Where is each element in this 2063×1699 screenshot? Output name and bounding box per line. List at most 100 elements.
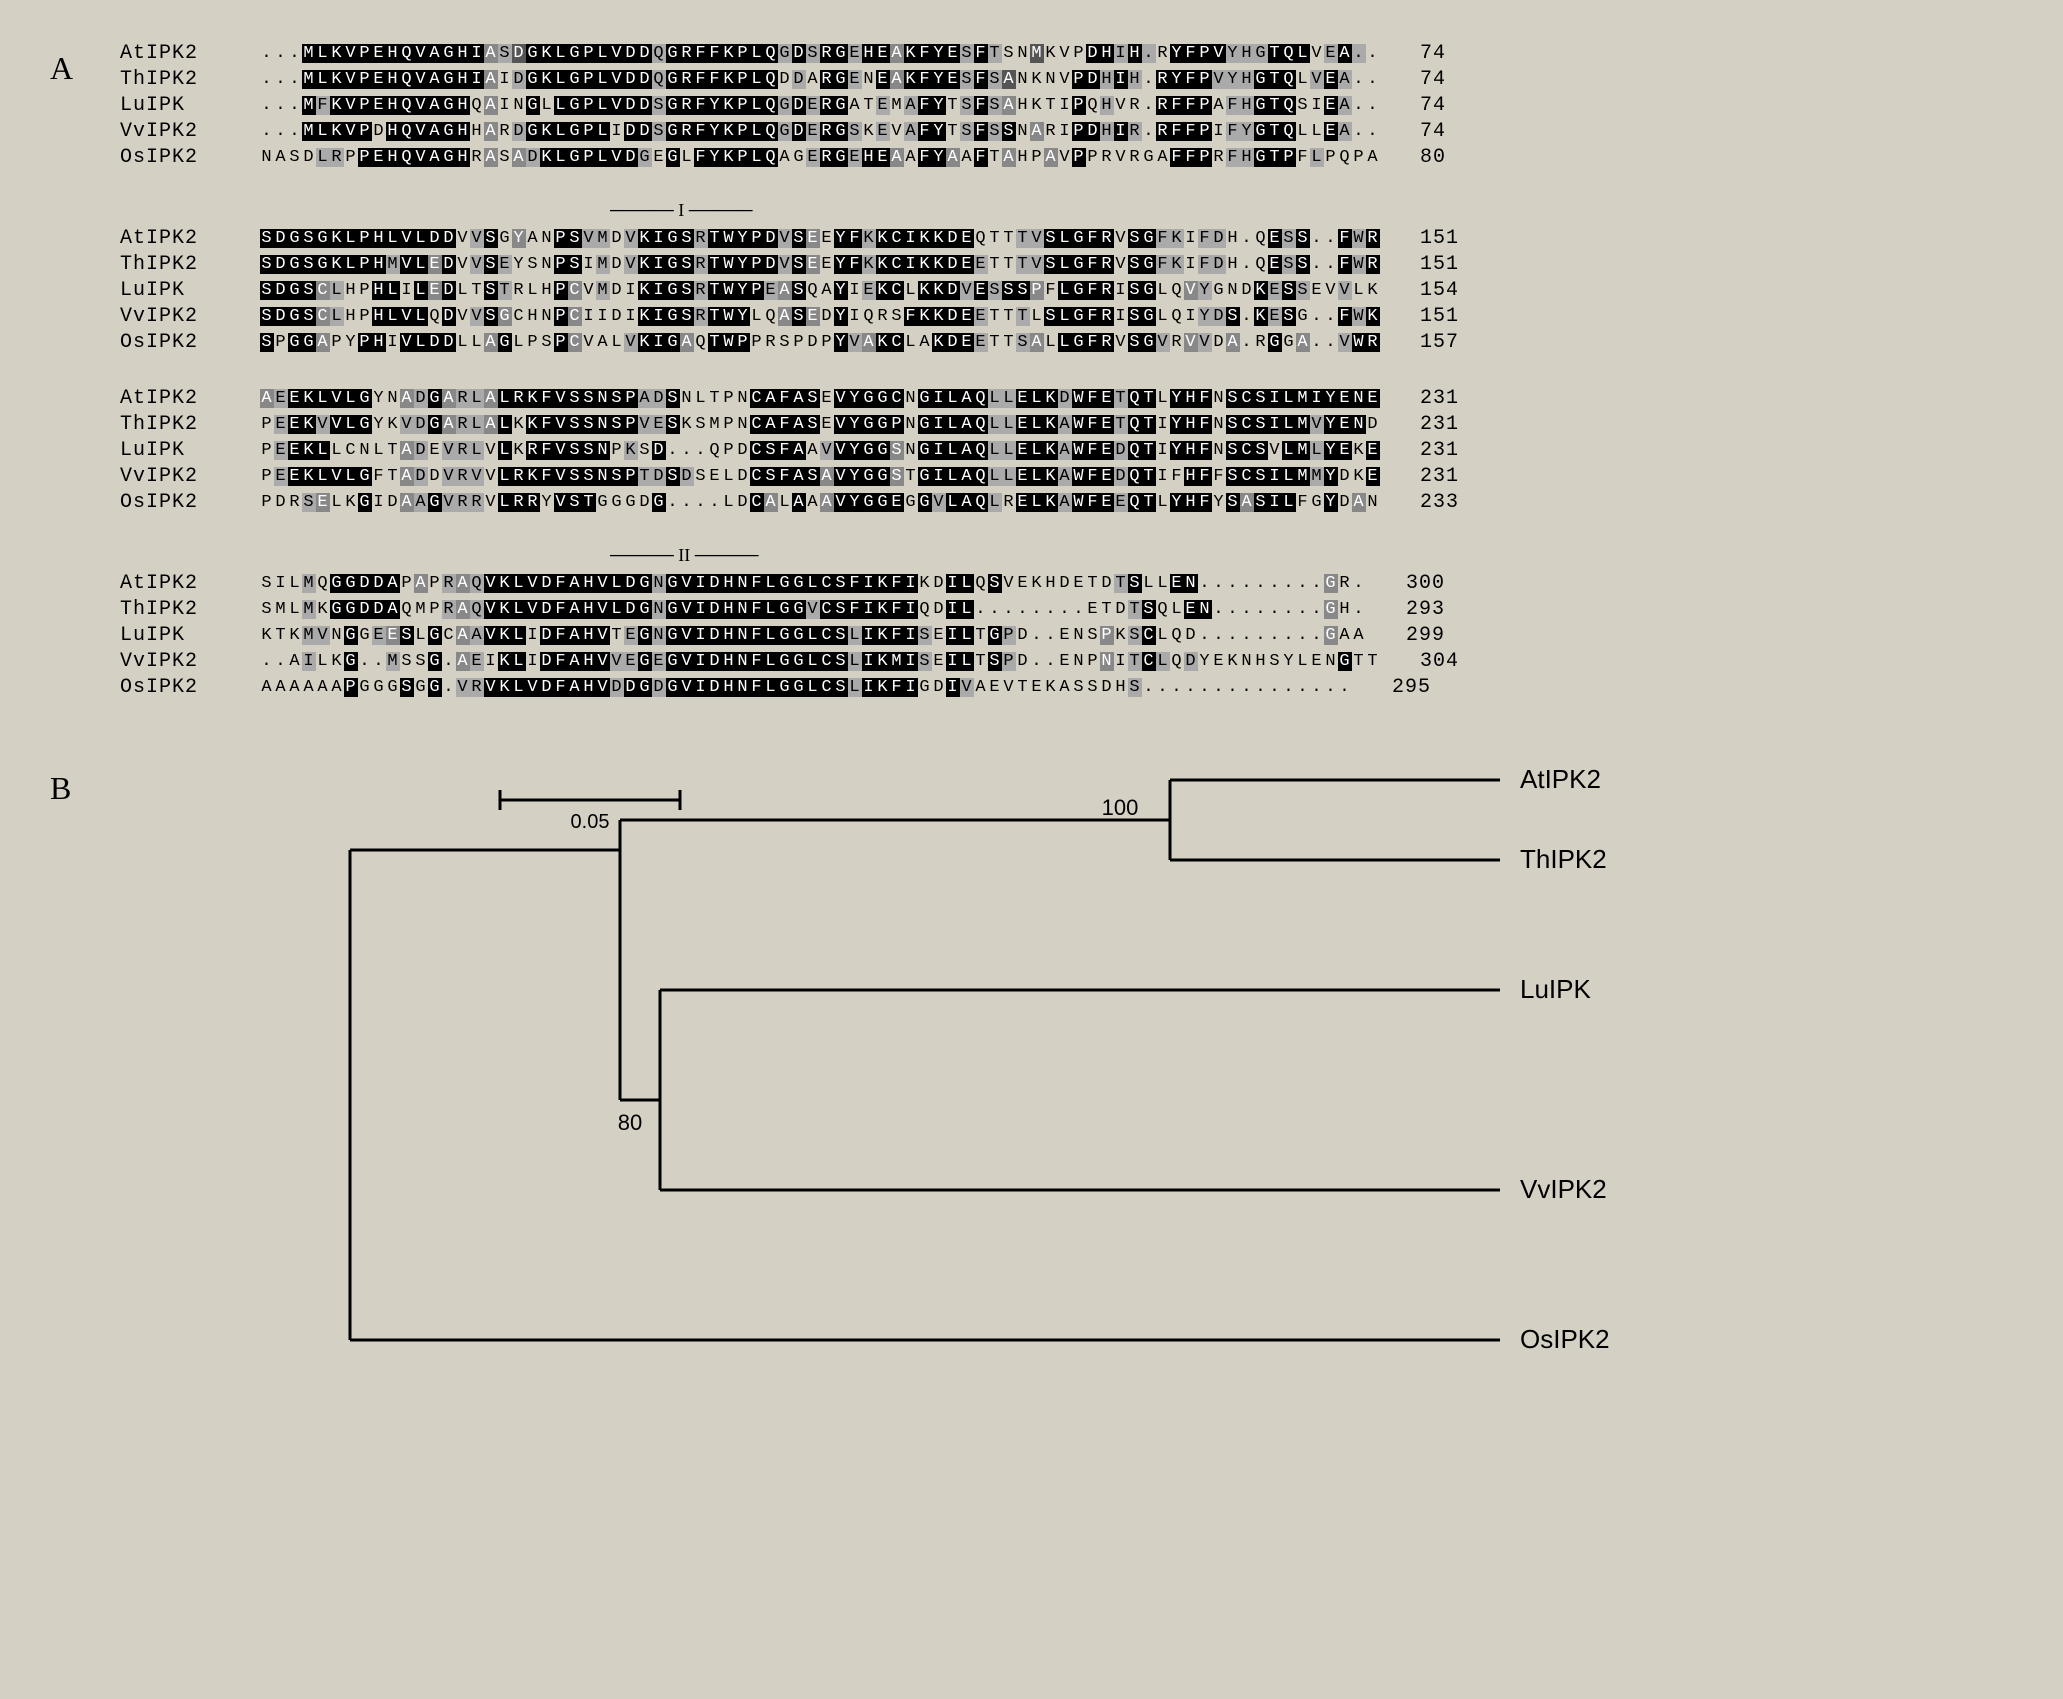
sequence-residues: PEEKVVLGYKVDGARLALKKFVSSNSPVESKSMPNCAFAS… [260,415,1380,434]
sequence-residues: SILMQGGDDAPAPRAQVKLVDFAHVLDGNGVIDHNFLGGL… [260,574,1366,593]
sequence-name: AtIPK2 [120,227,260,250]
alignment-block: AtIPK2AEEKLVLGYNADGARLALRKFVSSNSPADSNLTP… [120,385,2023,515]
sequence-name: AtIPK2 [120,42,260,65]
sequence-position: 157 [1420,331,1480,354]
sequence-position: 304 [1420,650,1480,673]
sequence-residues: AEEKLVLGYNADGARLALRKFVSSNSPADSNLTPNCAFAS… [260,389,1380,408]
sequence-position: 233 [1420,491,1480,514]
sequence-row: AtIPK2...MLKVPEHQVAGHIASDGKLGPLVDDQGRFFK… [120,40,2023,66]
sequence-name: VvIPK2 [120,465,260,488]
sequence-position: 80 [1420,146,1480,169]
sequence-name: VvIPK2 [120,650,260,673]
sequence-residues: SMLMKGGDDAQMPRAQVKLVDFAHVLDGNGVIDHNFLGGV… [260,600,1366,619]
sequence-name: VvIPK2 [120,305,260,328]
sequence-row: ThIPK2SMLMKGGDDAQMPRAQVKLVDFAHVLDGNGVIDH… [120,596,2023,622]
sequence-row: OsIPK2PDRSELKGIDAAGVRRVLRRYVSTGGGDG....L… [120,489,2023,515]
panel-b: B 0.05AtIPK2ThIPK2LuIPKVvIPK2OsIPK210080 [120,760,2023,1400]
sequence-residues: SDGSCLHPHLILEDLTSTRLHPCVMDIKIGSRTWYPEASQ… [260,281,1380,300]
domain-marker: ───── II ───── [610,545,2023,566]
tree-text: ThIPK2 [1520,844,1607,874]
sequence-residues: NASDLRPPEHQVAGHRASADKLGPLVDGEGLFYKPLQAGE… [260,148,1380,167]
sequence-residues: ...MLKVPEHQVAGHIASDGKLGPLVDDQGRFFKPLQGDS… [260,44,1380,63]
sequence-position: 231 [1420,387,1480,410]
sequence-position: 293 [1406,598,1466,621]
sequence-row: VvIPK2PEEKLVLGFTADDVRVVLRKFVSSNSPTDSDSEL… [120,463,2023,489]
sequence-name: ThIPK2 [120,598,260,621]
sequence-position: 295 [1392,676,1452,699]
sequence-position: 231 [1420,439,1480,462]
tree-text: 0.05 [571,811,610,833]
sequence-name: OsIPK2 [120,676,260,699]
sequence-row: ThIPK2PEEKVVLGYKVDGARLALKKFVSSNSPVESKSMP… [120,411,2023,437]
alignment-block: AtIPK2SDGSGKLPHLVLDDVVSGYANPSVMDVKIGSRTW… [120,225,2023,355]
panel-a: A AtIPK2...MLKVPEHQVAGHIASDGKLGPLVDDQGRF… [120,40,2023,700]
sequence-name: LuIPK [120,279,260,302]
sequence-position: 74 [1420,42,1480,65]
tree-text: 80 [618,1110,642,1135]
domain-marker: ───── I ───── [610,200,2023,221]
sequence-residues: SPGGAPYPHIVLDDLLAGLPSPCVALVKIGAQTWPPRSPD… [260,333,1380,352]
sequence-residues: PEEKLLCNLTADEVRLVLKRFVSSNPKSD...QPDCSFAA… [260,441,1380,460]
sequence-name: LuIPK [120,624,260,647]
sequence-residues: SDGSCLHPHLVLQDVVSGCHNPCIIDIKIGSRTWYLQASE… [260,307,1380,326]
sequence-position: 151 [1420,227,1480,250]
sequence-row: OsIPK2NASDLRPPEHQVAGHRASADKLGPLVDGEGLFYK… [120,144,2023,170]
sequence-position: 151 [1420,305,1480,328]
sequence-position: 154 [1420,279,1480,302]
sequence-name: LuIPK [120,439,260,462]
sequence-residues: SDGSGKLPHLVLDDVVSGYANPSVMDVKIGSRTWYPDVSE… [260,229,1380,248]
sequence-residues: ...MLKVPDHQVAGHHARDGKLGPLIDDSGRFYKPLQGDE… [260,122,1380,141]
tree-text: LuIPK [1520,974,1591,1004]
sequence-name: ThIPK2 [120,413,260,436]
panel-a-label: A [50,50,73,87]
alignment-block: AtIPK2SILMQGGDDAPAPRAQVKLVDFAHVLDGNGVIDH… [120,570,2023,700]
sequence-position: 74 [1420,120,1480,143]
sequence-position: 74 [1420,94,1480,117]
sequence-position: 299 [1406,624,1466,647]
sequence-residues: SDGSGKLPHMVLEDVVSEYSNPSIMDVKIGSRTWYPDVSE… [260,255,1380,274]
sequence-row: AtIPK2AEEKLVLGYNADGARLALRKFVSSNSPADSNLTP… [120,385,2023,411]
phylogenetic-tree: 0.05 AtIPK2 ThIPK2 LuIPK VvIPK2 OsIPK2 100 80 [120,760,1720,1400]
sequence-residues: AAAAAAPGGGSGG.VRVKLVDFAHVDDGDGVIDHNFLGGL… [260,678,1352,697]
sequence-name: OsIPK2 [120,146,260,169]
sequence-row: AtIPK2SDGSGKLPHLVLDDVVSGYANPSVMDVKIGSRTW… [120,225,2023,251]
sequence-row: OsIPK2SPGGAPYPHIVLDDLLAGLPSPCVALVKIGAQTW… [120,329,2023,355]
sequence-name: ThIPK2 [120,68,260,91]
tree-text: AtIPK2 [1520,764,1601,794]
sequence-row: LuIPKPEEKLLCNLTADEVRLVLKRFVSSNPKSD...QPD… [120,437,2023,463]
tree-text: VvIPK2 [1520,1174,1607,1204]
sequence-row: VvIPK2...MLKVPDHQVAGHHARDGKLGPLIDDSGRFYK… [120,118,2023,144]
sequence-row: LuIPKKTKMVNGGEESLGCAAVKLIDFAHVTEGNGVIDHN… [120,622,2023,648]
sequence-row: VvIPK2SDGSCLHPHLVLQDVVSGCHNPCIIDIKIGSRTW… [120,303,2023,329]
sequence-position: 231 [1420,413,1480,436]
sequence-name: AtIPK2 [120,387,260,410]
sequence-name: LuIPK [120,94,260,117]
alignment-block: AtIPK2...MLKVPEHQVAGHIASDGKLGPLVDDQGRFFK… [120,40,2023,170]
tree-text: OsIPK2 [1520,1324,1610,1354]
alignment-blocks: AtIPK2...MLKVPEHQVAGHIASDGKLGPLVDDQGRFFK… [120,40,2023,700]
sequence-row: AtIPK2SILMQGGDDAPAPRAQVKLVDFAHVLDGNGVIDH… [120,570,2023,596]
sequence-residues: PDRSELKGIDAAGVRRVLRRYVSTGGGDG....LDCALAA… [260,493,1380,512]
sequence-name: ThIPK2 [120,253,260,276]
tree-text: 100 [1102,795,1139,820]
sequence-row: ThIPK2...MLKVPEHQVAGHIAIDGKLGPLVDDQGRFFK… [120,66,2023,92]
sequence-residues: ...MLKVPEHQVAGHIAIDGKLGPLVDDQGRFFKPLQDDA… [260,70,1380,89]
sequence-row: OsIPK2AAAAAAPGGGSGG.VRVKLVDFAHVDDGDGVIDH… [120,674,2023,700]
sequence-residues: PEEKLVLGFTADDVRVVLRKFVSSNSPTDSDSELDCSFAS… [260,467,1380,486]
sequence-position: 151 [1420,253,1480,276]
sequence-name: VvIPK2 [120,120,260,143]
sequence-name: OsIPK2 [120,331,260,354]
sequence-residues: ..AILKG..MSSG.AEIKLIDFAHVVEGEGVIDHNFLGGL… [260,652,1380,671]
panel-b-label: B [50,770,71,807]
sequence-row: ThIPK2SDGSGKLPHMVLEDVVSEYSNPSIMDVKIGSRTW… [120,251,2023,277]
sequence-row: LuIPKSDGSCLHPHLILEDLTSTRLHPCVMDIKIGSRTWY… [120,277,2023,303]
sequence-row: VvIPK2..AILKG..MSSG.AEIKLIDFAHVVEGEGVIDH… [120,648,2023,674]
sequence-position: 231 [1420,465,1480,488]
sequence-position: 74 [1420,68,1480,91]
sequence-position: 300 [1406,572,1466,595]
sequence-residues: ...MFKVPEHQVAGHQAINGLLGPLVDDSGRFYKPLQGDE… [260,96,1380,115]
sequence-name: OsIPK2 [120,491,260,514]
sequence-row: LuIPK...MFKVPEHQVAGHQAINGLLGPLVDDSGRFYKP… [120,92,2023,118]
sequence-name: AtIPK2 [120,572,260,595]
sequence-residues: KTKMVNGGEESLGCAAVKLIDFAHVTEGNGVIDHNFLGGL… [260,626,1366,645]
